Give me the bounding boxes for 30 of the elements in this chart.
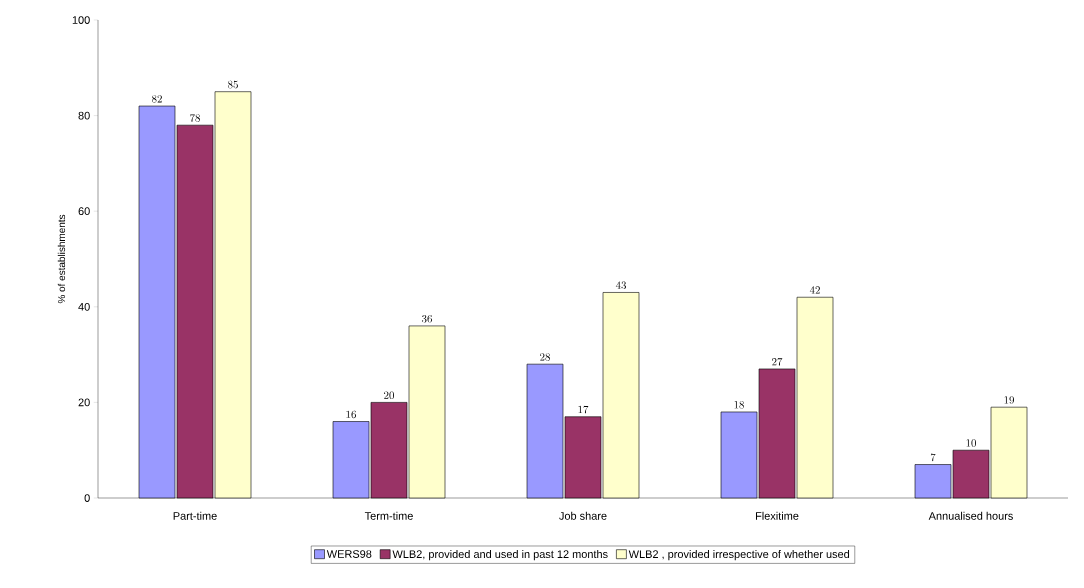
x-tick-label: Term-time [364, 511, 413, 520]
x-tick-label: Flexitime [755, 511, 799, 520]
data-label: 16 [346, 410, 356, 419]
legend-label: WLB2, provided and used in past 12 months [392, 549, 608, 561]
x-tick-label: Annualised hours [928, 511, 1013, 520]
data-label: 19 [1004, 396, 1014, 404]
data-label: 82 [152, 95, 162, 103]
data-label: 20 [384, 391, 395, 400]
data-label: 10 [966, 439, 977, 447]
y-tick-label: 80 [78, 111, 90, 120]
legend-label: WLB2 , provided irrespective of whether used [628, 549, 850, 561]
y-tick-label: 60 [78, 207, 90, 216]
data-label: 43 [615, 281, 626, 290]
data-label: 85 [228, 80, 238, 89]
y-tick-label: 0 [84, 494, 90, 502]
data-label: 36 [422, 315, 432, 323]
x-tick-label: Part-time [173, 511, 217, 520]
x-tick-label: Job share [559, 511, 607, 520]
data-label: 78 [190, 114, 200, 122]
y-tick-label: 40 [78, 302, 90, 311]
data-label: 18 [734, 401, 744, 409]
data-label: 7 [930, 453, 936, 462]
y-tick-label: 100 [72, 16, 90, 24]
data-label: 17 [578, 405, 589, 414]
y-axis-title: % of establishments [57, 214, 66, 304]
data-label: 42 [809, 286, 820, 294]
y-tick-label: 20 [78, 398, 90, 407]
data-label: 28 [540, 353, 550, 361]
data-label: 27 [772, 357, 783, 366]
legend-label: WERS98 [326, 550, 372, 558]
